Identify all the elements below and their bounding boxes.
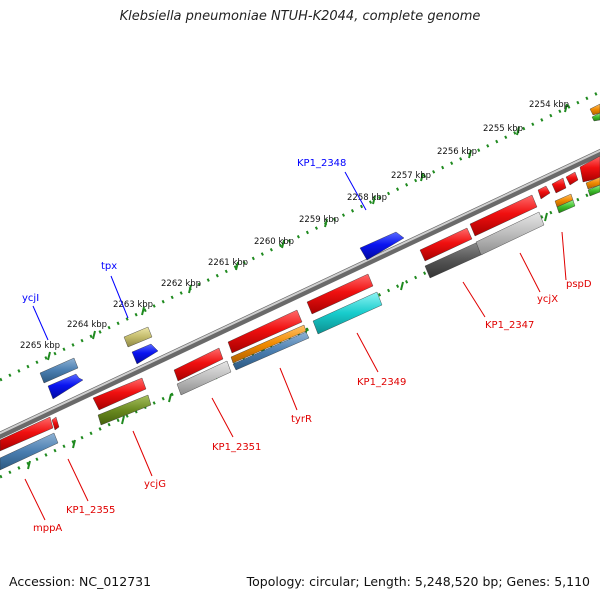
gene-label-ycjG[interactable]: ycjG [144, 479, 166, 490]
scale-label: 2257 kbp [391, 171, 431, 181]
mppA-connector [24, 478, 46, 521]
gene-tpx-cog-feature[interactable] [123, 326, 153, 348]
gene-tyrR-cog-feature[interactable] [230, 324, 307, 364]
scale-label: 2261 kbp [208, 258, 248, 268]
gene-label-mppA[interactable]: mppA [33, 523, 62, 534]
scale-label: 2265 kbp [20, 341, 60, 351]
gene-mppA-cog-feature[interactable] [0, 432, 59, 471]
gene-label-KP1_2351[interactable]: KP1_2351 [212, 442, 261, 453]
gene-label-tpx[interactable]: tpx [101, 261, 117, 272]
gene-label-ycjI[interactable]: ycjI [22, 293, 39, 304]
KP1_2348-connector [344, 171, 367, 211]
scale-label: 2255 kbp [483, 124, 523, 134]
gene-label-tyrR[interactable]: tyrR [291, 414, 312, 425]
gene-label-KP1_2355[interactable]: KP1_2355 [66, 505, 115, 516]
gene-KP1_2349-feature[interactable] [306, 273, 374, 315]
gene-KP1_2347-feature[interactable] [419, 227, 473, 262]
tpx-connector [110, 275, 129, 319]
gene-feature[interactable] [587, 184, 600, 197]
scale-label: 2264 kbp [67, 320, 107, 330]
genome-backbone [0, 148, 600, 440]
gene-feature[interactable] [537, 185, 551, 200]
scale-label: 2256 kbp [437, 147, 477, 157]
gene-label-pspD[interactable]: pspD [566, 279, 592, 290]
KP1_2351-connector [211, 397, 234, 438]
accession-text: Accession: NC_012731 [9, 574, 152, 589]
ycjG-connector [132, 430, 153, 477]
scale-labels: 2254 kbp 2255 kbp 2256 kbp 2257 kbp 2258… [20, 100, 569, 351]
topology-text: Topology: circular; Length: 5,248,520 bp… [246, 574, 590, 589]
KP1_2355-connector [67, 458, 89, 502]
forward-genes [39, 103, 600, 400]
gene-feature[interactable] [589, 103, 600, 116]
gene-tyrR-feature[interactable] [227, 309, 303, 354]
gene-pspD-cog-feature[interactable] [556, 199, 576, 214]
gene-ycjX-feature[interactable] [469, 194, 538, 237]
gene-KP1_2351-feature[interactable] [173, 347, 224, 382]
gene-feature[interactable] [551, 177, 567, 194]
gene-ycjX-cog-feature[interactable] [475, 211, 545, 256]
ycjX-connector [519, 252, 541, 293]
gene-mppA-feature[interactable] [0, 416, 54, 452]
scale-ticks [47, 103, 568, 361]
label-connectors [24, 171, 567, 521]
scale-label: 2262 kbp [161, 279, 201, 289]
gene-ycjI-cog-feature[interactable] [39, 357, 79, 384]
ycjI-connector [32, 305, 49, 341]
map-title: Klebsiella pneumoniae NTUH-K2044, comple… [119, 9, 481, 24]
gene-ycjG-cog-feature[interactable] [97, 394, 152, 426]
pspD-connector [561, 231, 567, 281]
KP1_2349-connector [356, 332, 379, 373]
scale-label: 2258 kbp [347, 193, 387, 203]
gene-KP1_2355-feature[interactable] [51, 416, 60, 431]
gene-label-KP1_2347[interactable]: KP1_2347 [485, 320, 534, 331]
gene-label-ycjX[interactable]: ycjX [537, 294, 558, 305]
gene-KP1_2349-cog-feature[interactable] [312, 291, 383, 335]
gene-ycjG-feature[interactable] [92, 377, 147, 411]
gene-feature[interactable] [591, 112, 600, 122]
tyrR-connector [279, 367, 298, 411]
reverse-genes [0, 194, 545, 471]
gene-KP1_2348-feature[interactable] [359, 231, 405, 261]
gene-ycjI-feature[interactable] [47, 373, 84, 400]
gene-label-KP1_2348[interactable]: KP1_2348 [297, 158, 346, 169]
scale-label: 2259 kbp [299, 215, 339, 225]
gene-feature[interactable] [565, 171, 579, 186]
gene-KP1_2351-cog-feature[interactable] [176, 360, 232, 396]
gene-tyrR-cog-feature[interactable] [232, 331, 310, 371]
scale-label: 2263 kbp [113, 300, 153, 310]
forward-scale-ruler [0, 90, 600, 382]
gene-label-KP1_2349[interactable]: KP1_2349 [357, 377, 406, 388]
gene-feature[interactable] [579, 155, 600, 183]
gene-feature[interactable] [585, 176, 600, 190]
scale-label: 2260 kbp [254, 237, 294, 247]
KP1_2347-connector [462, 281, 486, 318]
gene-tpx-feature[interactable] [131, 343, 159, 365]
scale-label: 2254 kbp [529, 100, 569, 110]
